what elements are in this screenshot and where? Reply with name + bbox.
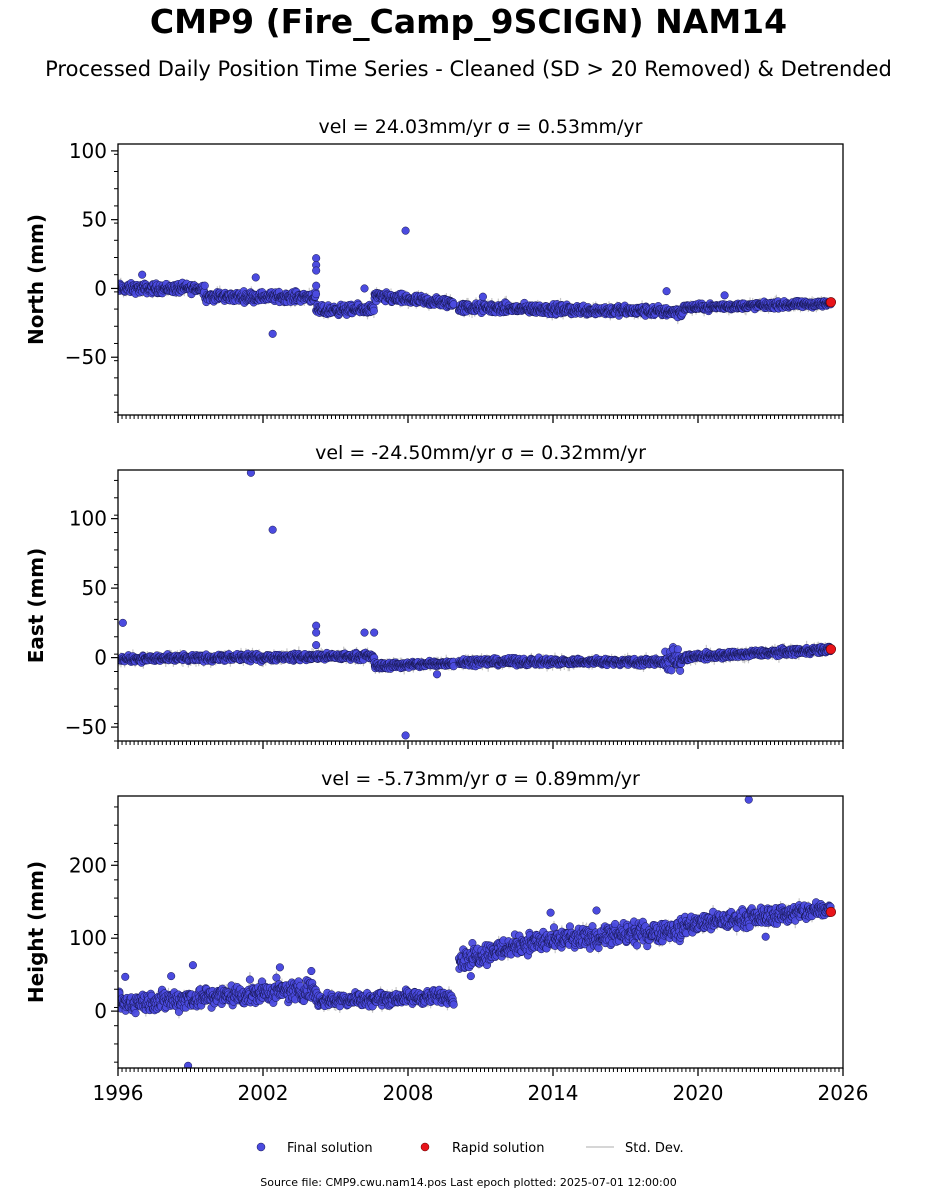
y-tick-label: −50 bbox=[65, 715, 107, 739]
y-tick-label: 50 bbox=[82, 576, 107, 600]
panel-title: vel = -24.50mm/yr σ = 0.32mm/yr bbox=[315, 442, 646, 464]
y-tick-label: 0 bbox=[94, 646, 107, 670]
final-solution-point bbox=[312, 254, 321, 263]
final-solution-point bbox=[720, 291, 729, 300]
panel-title: vel = 24.03mm/yr σ = 0.53mm/yr bbox=[319, 116, 643, 138]
final-solution-point bbox=[138, 270, 147, 279]
y-tick-label: −50 bbox=[65, 345, 107, 369]
plot-area bbox=[118, 470, 837, 740]
final-solution-point bbox=[370, 628, 379, 637]
final-solution-point bbox=[676, 666, 685, 675]
final-solution-point bbox=[268, 329, 277, 338]
final-solution-point bbox=[118, 618, 127, 627]
final-solution-point bbox=[360, 284, 369, 293]
final-solution-point bbox=[246, 470, 255, 477]
y-axis-label: Height (mm) bbox=[24, 861, 48, 1003]
final-solution-point bbox=[312, 628, 321, 637]
final-solution-point bbox=[478, 292, 487, 301]
panel-1: vel = 24.03mm/yr σ = 0.53mm/yr North (mm)… bbox=[24, 116, 844, 423]
y-tick-label: 50 bbox=[82, 208, 107, 232]
final-solution-point bbox=[667, 666, 676, 675]
panel-3: vel = -5.73mm/yr σ = 0.89mm/yr Height (mm… bbox=[24, 768, 868, 1105]
final-solution-point bbox=[312, 266, 321, 275]
y-tick-label: 100 bbox=[69, 139, 107, 163]
final-solution-point bbox=[312, 641, 321, 650]
final-solution-point bbox=[360, 628, 369, 637]
y-axis-label: East (mm) bbox=[24, 548, 48, 664]
y-tick-label: 0 bbox=[94, 276, 107, 300]
final-solution-point bbox=[369, 306, 378, 315]
plot-frame bbox=[117, 143, 844, 416]
chart-subtitle: Processed Daily Position Time Series - C… bbox=[45, 57, 892, 81]
panel-2: vel = -24.50mm/yr σ = 0.32mm/yr East (mm)… bbox=[24, 442, 844, 749]
plot-area bbox=[118, 226, 837, 338]
chart-title: CMP9 (Fire_Camp_9SCIGN) NAM14 bbox=[149, 2, 788, 41]
final-solution-point bbox=[268, 525, 277, 534]
panel-title: vel = -5.73mm/yr σ = 0.89mm/yr bbox=[321, 768, 640, 790]
final-solution-point bbox=[662, 287, 671, 296]
y-axis-label: North (mm) bbox=[24, 214, 48, 345]
rapid-solution-point bbox=[825, 297, 837, 308]
final-solution-point bbox=[312, 281, 321, 290]
final-solution-point bbox=[311, 290, 321, 299]
final-solution-point bbox=[200, 281, 209, 290]
final-solution-point bbox=[401, 226, 410, 235]
final-solution-point bbox=[673, 645, 682, 654]
final-solution-point bbox=[251, 273, 260, 282]
final-solution-point bbox=[401, 731, 410, 740]
y-tick-label: 100 bbox=[69, 507, 107, 531]
plot-area bbox=[118, 796, 837, 1068]
final-solution-point bbox=[312, 621, 321, 630]
rapid-solution-point bbox=[825, 644, 837, 655]
plot-frame bbox=[117, 469, 844, 742]
final-solution-point bbox=[432, 670, 442, 679]
